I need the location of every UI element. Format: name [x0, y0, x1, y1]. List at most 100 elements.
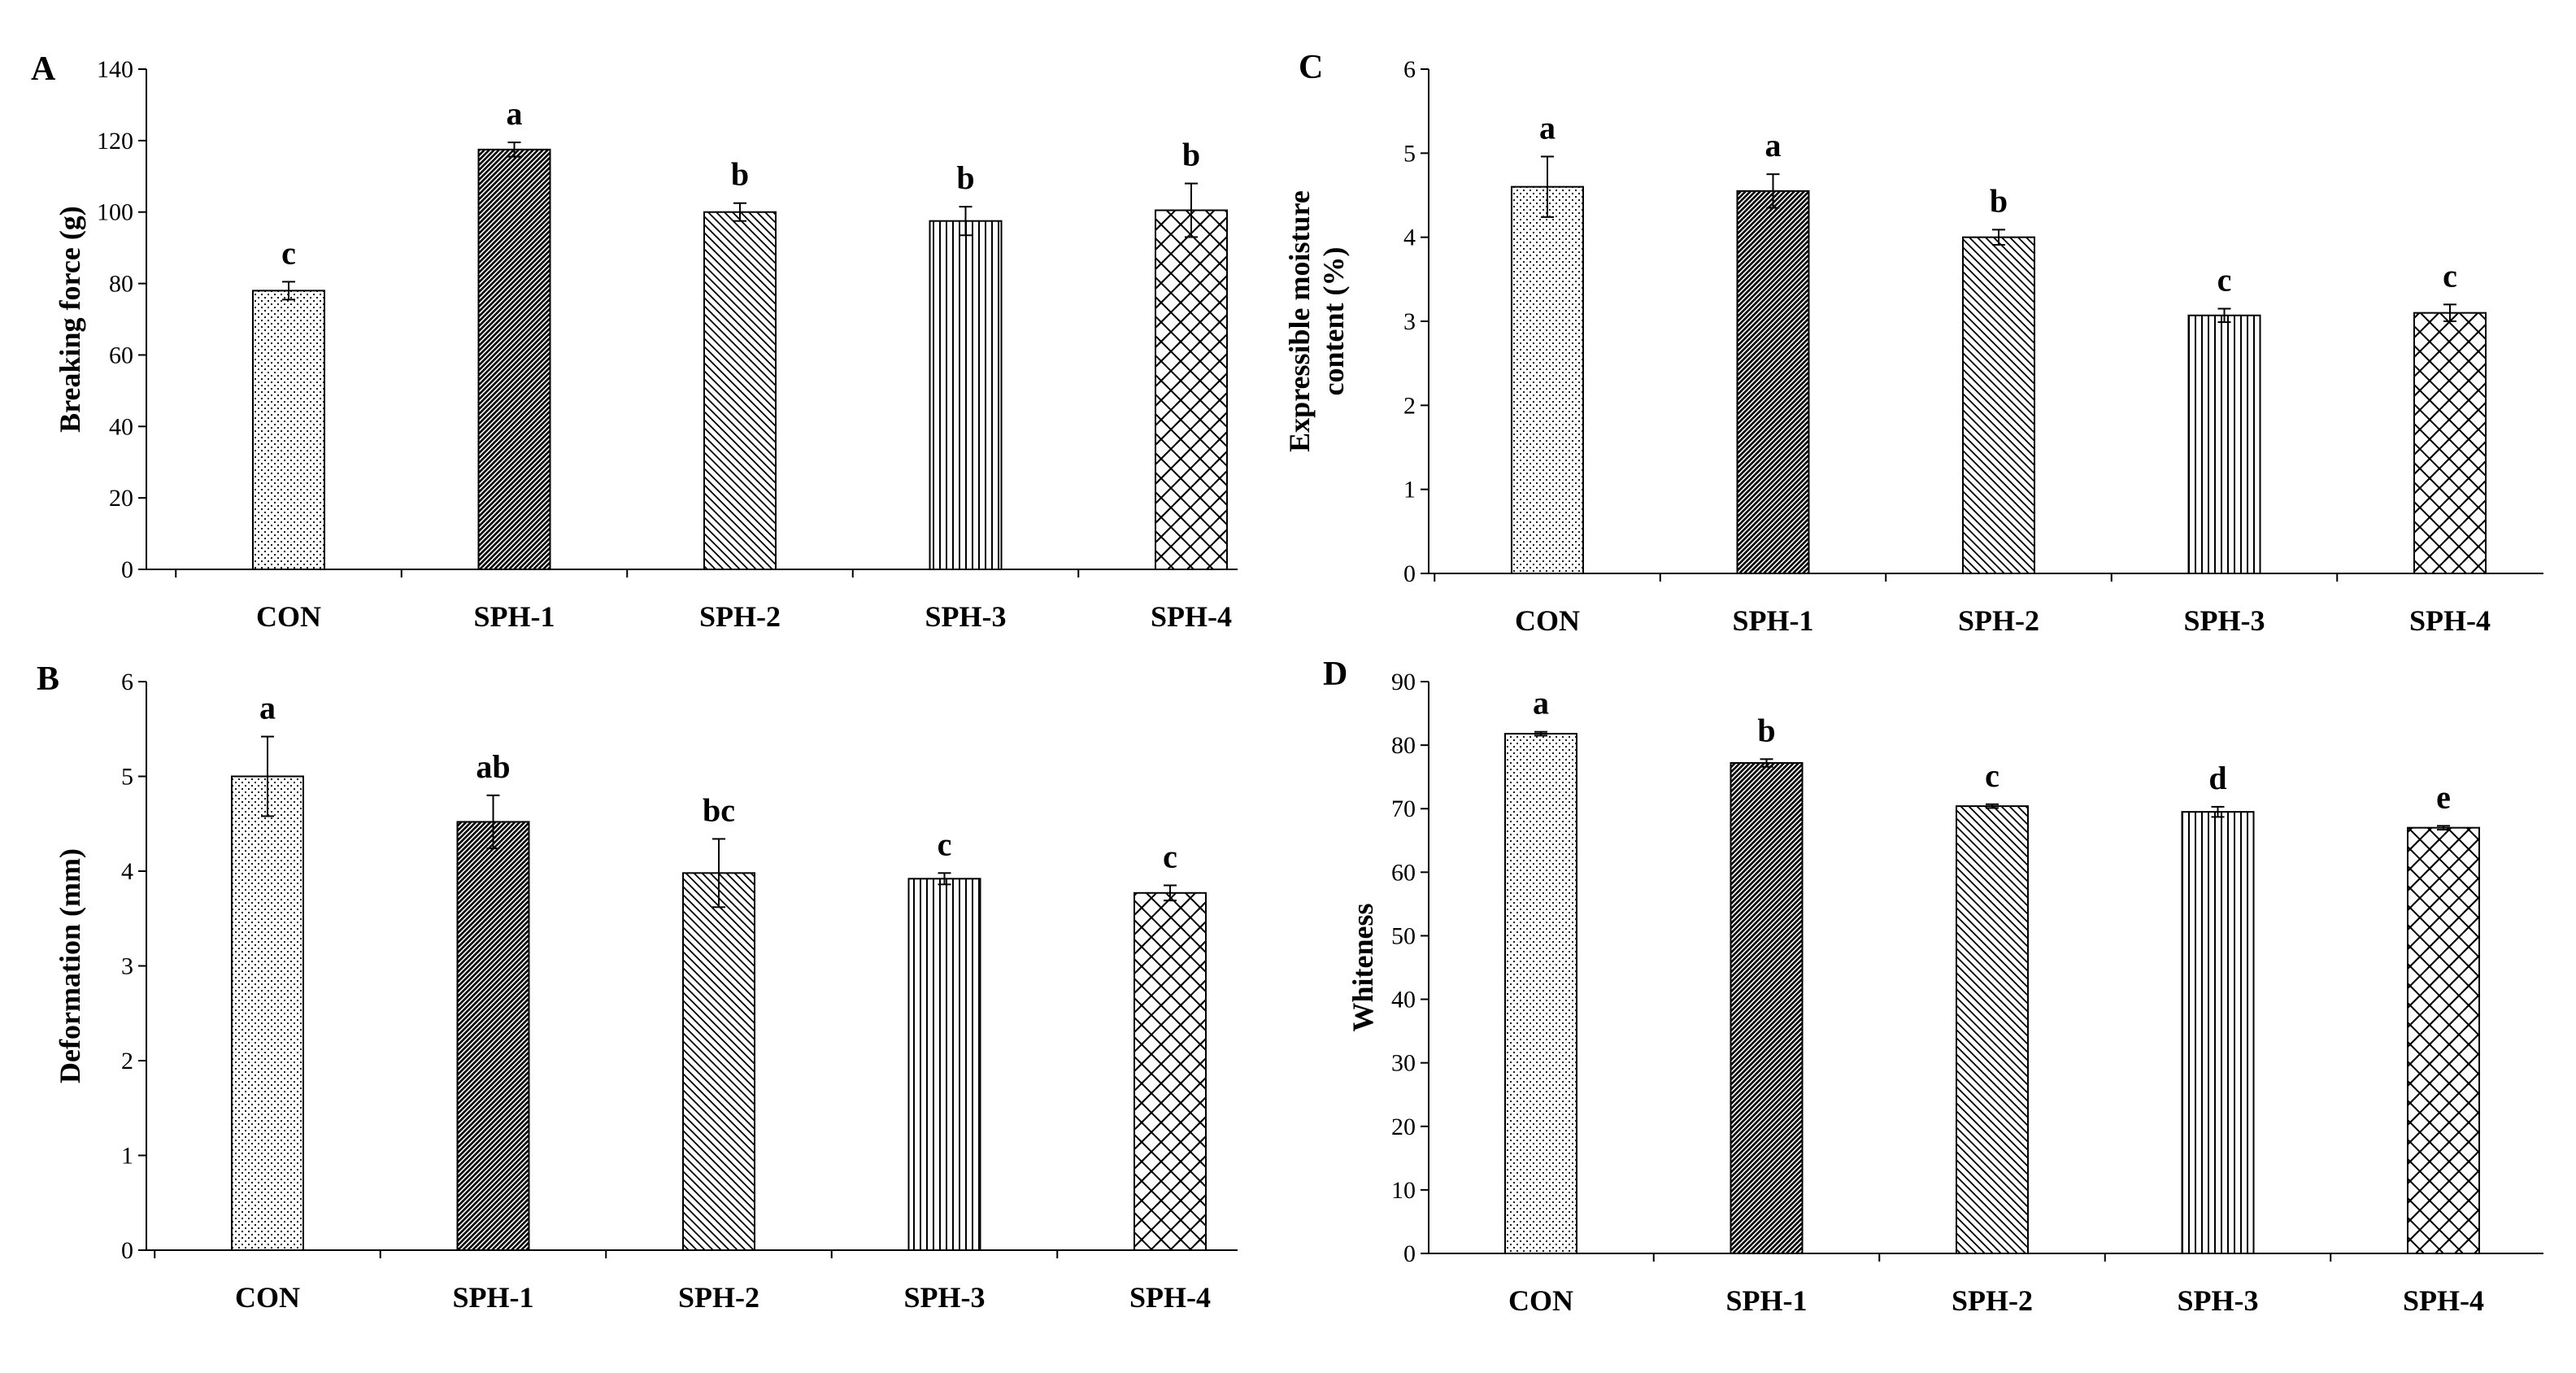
y-tick-label: 140 [97, 56, 133, 83]
error-bar [2437, 825, 2450, 830]
x-tick-label: CON [256, 600, 321, 633]
y-tick-label: 50 [1391, 922, 1416, 949]
error-bar [2217, 307, 2231, 324]
y-tick-label: 100 [97, 199, 133, 226]
y-tick-label: 5 [1403, 140, 1416, 167]
bar-sph-3 [2181, 811, 2255, 1254]
x-tick-label: CON [1508, 1284, 1573, 1317]
significance-letter: c [1985, 757, 1999, 794]
y-tick-label: 2 [1403, 392, 1416, 419]
y-axis-title: Expressible moisture [1283, 190, 1316, 452]
significance-letter: a [1533, 685, 1549, 721]
error-bar [2443, 303, 2456, 322]
y-tick-label: 60 [1391, 859, 1416, 886]
panel-letter: C [1299, 49, 1323, 86]
significance-letter: c [1163, 838, 1177, 874]
significance-letter: bc [703, 791, 735, 828]
y-tick-label: 1 [121, 1143, 133, 1170]
y-tick-label: 4 [121, 858, 133, 885]
error-bar [1164, 884, 1177, 902]
x-tick-label: SPH-4 [1129, 1281, 1211, 1314]
y-tick-label: 6 [121, 669, 133, 695]
error-bar [959, 206, 973, 237]
y-tick-label: 2 [121, 1048, 133, 1074]
significance-letter: c [938, 826, 952, 862]
x-tick-label: SPH-4 [2409, 604, 2491, 637]
y-tick-label: 70 [1391, 795, 1416, 822]
bar-sph-1 [1736, 190, 1810, 574]
x-tick-label: SPH-2 [699, 600, 781, 633]
x-tick-label: SPH-1 [452, 1281, 533, 1314]
x-tick-label: CON [1515, 604, 1580, 637]
significance-letter: b [956, 159, 974, 196]
x-tick-label: SPH-4 [1151, 600, 1232, 633]
panel-letter: B [37, 660, 59, 698]
error-bar [938, 872, 951, 886]
bar-sph-3 [929, 220, 1003, 570]
y-tick-label: 40 [109, 413, 133, 440]
error-bar [486, 794, 500, 850]
bar-sph-2 [682, 872, 755, 1251]
significance-letter: c [281, 234, 296, 271]
significance-letter: c [2443, 257, 2457, 294]
error-bar [712, 838, 725, 909]
y-tick-label: 80 [109, 271, 133, 298]
bar-sph-2 [703, 211, 777, 570]
chart-panel-C: 0 1 2 3 4 5 6 a CON a SPH-1 b SPH-2 c SPH-3 c SPH-4 C Expr… [1283, 49, 2543, 637]
chart-panel-A: 0 20 40 60 80 100 120 140 c CON a SPH-1 b SPH-2 b SPH-3… [31, 50, 1238, 633]
significance-letter: d [2208, 760, 2226, 796]
bar-sph-2 [1962, 236, 2035, 574]
bar-con [1511, 185, 1584, 575]
significance-letter: a [259, 690, 276, 726]
x-tick-label: SPH-4 [2403, 1284, 2484, 1317]
y-tick-label: 40 [1391, 987, 1416, 1013]
bar-sph-4 [2407, 826, 2480, 1254]
significance-letter: e [2436, 778, 2451, 815]
panel-letter: D [1323, 656, 1347, 693]
x-tick-label: SPH-1 [1732, 604, 1813, 637]
error-bar [1992, 229, 2005, 246]
y-tick-label: 0 [1403, 560, 1416, 587]
error-bar [1534, 730, 1547, 737]
bar-sph-4 [1155, 209, 1228, 570]
panel-letter: A [31, 50, 56, 88]
x-tick-label: SPH-3 [925, 600, 1006, 633]
significance-letter: a [1539, 109, 1556, 146]
error-bar [733, 202, 746, 222]
x-tick-label: SPH-3 [2183, 604, 2265, 637]
significance-letter: c [2217, 262, 2232, 299]
error-bar [2211, 805, 2225, 818]
bar-con [231, 775, 304, 1251]
y-tick-label: 30 [1391, 1050, 1416, 1077]
bar-sph-3 [2187, 314, 2261, 574]
bar-sph-2 [1956, 805, 2029, 1254]
bar-sph-4 [2413, 312, 2487, 574]
bar-sph-1 [1730, 761, 1804, 1254]
y-tick-label: 60 [109, 342, 133, 368]
x-tick-label: SPH-1 [473, 600, 555, 633]
y-tick-label: 80 [1391, 732, 1416, 759]
y-tick-label: 0 [1403, 1240, 1416, 1267]
x-tick-label: SPH-3 [2177, 1284, 2258, 1317]
significance-letter: a [1765, 127, 1782, 163]
error-bar [1986, 803, 1999, 809]
error-bar [1541, 155, 1554, 218]
y-tick-label: 6 [1403, 56, 1416, 83]
significance-letter: a [507, 95, 523, 132]
y-tick-label: 3 [1403, 308, 1416, 335]
y-tick-label: 1 [1403, 477, 1416, 503]
significance-letter: b [1182, 137, 1200, 173]
chart-panel-D: 0 10 20 30 40 50 60 70 80 90 a CON b SPH-1 c SPH-2 d SPH-… [1323, 656, 2543, 1317]
x-tick-label: SPH-2 [1952, 1284, 2033, 1317]
bar-con [1504, 733, 1577, 1254]
x-tick-label: SPH-2 [1958, 604, 2039, 637]
x-tick-label: SPH-3 [903, 1281, 985, 1314]
y-tick-label: 120 [97, 128, 133, 155]
error-bar [1766, 173, 1780, 209]
y-tick-label: 90 [1391, 669, 1416, 695]
y-tick-label: 3 [121, 953, 133, 980]
bar-con [252, 290, 325, 570]
significance-letter: ab [476, 748, 510, 785]
bar-sph-1 [456, 821, 530, 1251]
